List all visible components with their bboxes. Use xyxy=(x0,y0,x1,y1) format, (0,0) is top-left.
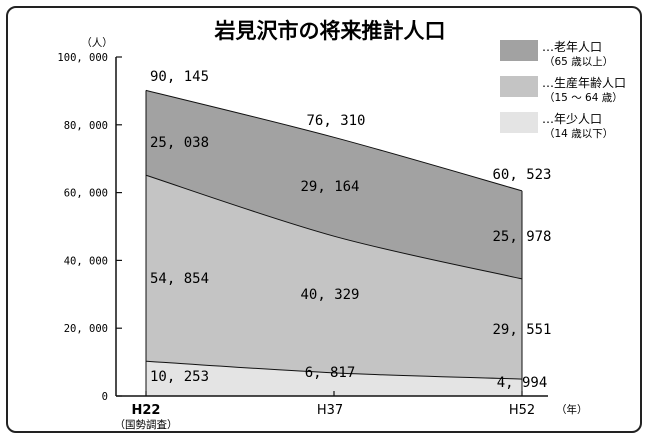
boundary-老年人口 xyxy=(145,89,523,192)
value-label-老年人口: 25, 978 xyxy=(492,229,551,245)
y-axis-unit: （人） xyxy=(81,37,113,49)
data-labels: 90, 145 76, 310 60, 523 10, 253 6, 817 4, 994… xyxy=(150,69,552,391)
legend-label: …老年人口 xyxy=(542,40,602,54)
area-boundaries xyxy=(145,89,523,396)
x-ticks: H22（国勢調査） H37 H52 xyxy=(115,391,535,431)
y-tick-label: 80, 000 xyxy=(64,120,108,132)
y-tick-label: 100, 000 xyxy=(57,52,108,64)
stacked-areas xyxy=(146,90,522,396)
value-label-生産年齢人口: 40, 329 xyxy=(300,287,359,303)
area-生産年齢人口 xyxy=(146,175,522,380)
total-label: 90, 145 xyxy=(150,69,209,85)
chart-frame xyxy=(6,6,642,433)
y-tick-label: 20, 000 xyxy=(64,323,108,335)
legend-sublabel: （15 ～ 64 歳） xyxy=(544,92,623,104)
legend-swatch xyxy=(500,40,538,61)
axes xyxy=(115,57,548,397)
total-label: 76, 310 xyxy=(306,113,365,129)
y-tick-label: 60, 000 xyxy=(64,188,108,200)
legend-sublabel: （14 歳以下） xyxy=(544,128,613,140)
legend-swatch xyxy=(500,76,538,97)
value-label-年少人口: 4, 994 xyxy=(497,375,548,391)
value-label-老年人口: 29, 164 xyxy=(300,179,359,195)
x-tick-note: （国勢調査） xyxy=(115,418,178,431)
boundary-年少人口 xyxy=(145,360,523,380)
chart-title: 岩見沢市の将来推計人口 xyxy=(214,19,446,43)
value-label-年少人口: 10, 253 xyxy=(150,369,209,385)
x-tick-label: H22 xyxy=(132,403,161,418)
x-axis-unit: （年） xyxy=(556,403,588,416)
value-label-年少人口: 6, 817 xyxy=(305,365,356,381)
legend-label: …年少人口 xyxy=(542,112,602,126)
legend-label: …生産年齢人口 xyxy=(542,75,626,90)
boundary-生産年齢人口 xyxy=(145,174,523,280)
legend: …老年人口 （65 歳以上） …生産年齢人口 （15 ～ 64 歳） …年少人口 （14 … xyxy=(500,40,626,140)
x-tick-label: H37 xyxy=(317,403,343,418)
legend-swatch xyxy=(500,112,538,133)
y-tick-label: 40, 000 xyxy=(64,255,108,267)
value-label-生産年齢人口: 29, 551 xyxy=(492,322,551,338)
legend-sublabel: （65 歳以上） xyxy=(544,56,613,68)
value-label-老年人口: 25, 038 xyxy=(150,135,209,151)
area-年少人口 xyxy=(146,361,522,396)
x-tick-label: H52 xyxy=(509,403,535,418)
area-老年人口 xyxy=(146,90,522,279)
y-ticks: 0 20, 000 40, 000 60, 000 80, 000 100, 000 xyxy=(57,52,122,403)
value-label-生産年齢人口: 54, 854 xyxy=(150,271,209,287)
y-tick-label: 0 xyxy=(102,391,108,403)
total-label: 60, 523 xyxy=(492,167,551,183)
